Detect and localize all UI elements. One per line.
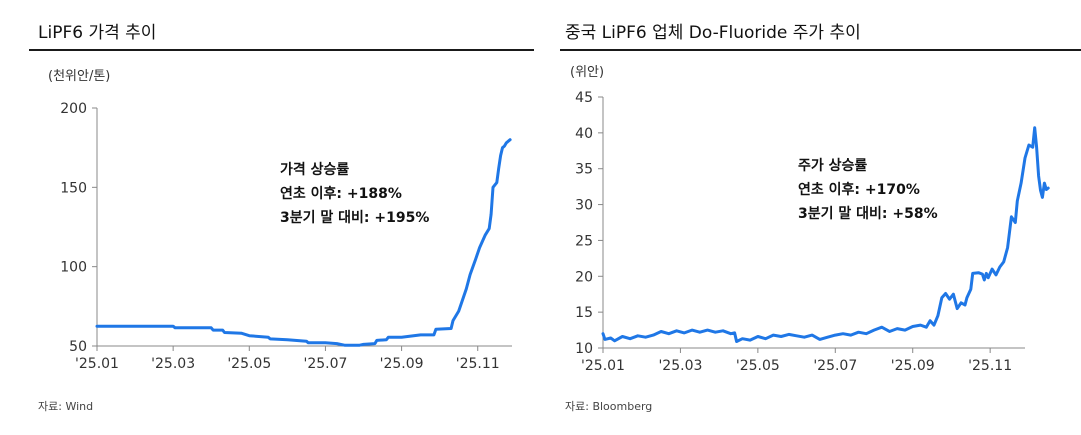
x-tick-label: '25.03	[151, 356, 195, 372]
y-tick-label: 30	[575, 198, 593, 214]
y-tick-label: 10	[575, 341, 593, 357]
chart-title: LiPF6 가격 추이	[38, 23, 157, 43]
annotation-line: 3분기 말 대비: +58%	[798, 206, 938, 222]
y-tick-label: 40	[575, 126, 593, 142]
chart-title: 중국 LiPF6 업체 Do-Fluoride 주가 추이	[565, 23, 861, 43]
unit-label: (천위안/톤)	[48, 69, 110, 84]
annotation-line: 주가 상승률	[798, 157, 867, 174]
y-tick-label: 150	[60, 180, 87, 196]
do-fluoride-price-panel: 중국 LiPF6 업체 Do-Fluoride 주가 추이 (위안) 10 15 20…	[560, 0, 1081, 435]
x-tick-label: '25.01	[581, 358, 625, 374]
source-note: 자료: Bloomberg	[565, 400, 653, 413]
x-tick-label: '25.05	[736, 358, 780, 374]
x-tick-label: '25.11	[456, 356, 500, 372]
annotation-line: 가격 상승률	[280, 161, 349, 178]
series-line	[601, 126, 1050, 343]
annotation-line: 연초 이후: +188%	[280, 185, 402, 202]
y-tick-label: 15	[575, 305, 593, 321]
x-tick-label: '25.07	[813, 358, 857, 374]
y-tick-label: 200	[60, 101, 87, 117]
y-tick-label: 20	[575, 269, 593, 285]
x-tick-label: '25.11	[968, 358, 1012, 374]
y-tick-label: 45	[575, 90, 593, 106]
unit-label: (위안)	[570, 65, 604, 80]
x-tick-label: '25.09	[891, 358, 935, 374]
y-tick-label: 100	[60, 260, 87, 276]
annotation-line: 3분기 말 대비: +195%	[280, 210, 429, 226]
do-fluoride-price-chart: (위안) 10 15 20 25 30 35 40 45 '25.01 '25.03 '25.05 '2…	[570, 65, 1050, 374]
y-tick-label: 50	[69, 339, 87, 355]
x-tick-label: '25.07	[303, 356, 347, 372]
title-rule	[560, 49, 1081, 51]
y-tick-label: 25	[575, 233, 593, 249]
x-tick-label: '25.03	[658, 358, 702, 374]
title-rule	[29, 49, 534, 51]
lipf6-price-chart: (천위안/톤) 50 100 150 200 '25.01 '25.03 '25.05 '25.…	[48, 69, 512, 372]
source-note: 자료: Wind	[38, 400, 94, 413]
annotation-line: 연초 이후: +170%	[798, 181, 920, 198]
lipf6-price-panel: LiPF6 가격 추이 (천위안/톤) 50 100 150 200 '25.01 '25.…	[0, 0, 540, 435]
x-tick-label: '25.01	[75, 356, 119, 372]
x-tick-label: '25.05	[227, 356, 271, 372]
series-line	[95, 138, 512, 347]
y-tick-label: 35	[575, 162, 593, 178]
x-tick-label: '25.09	[380, 356, 424, 372]
